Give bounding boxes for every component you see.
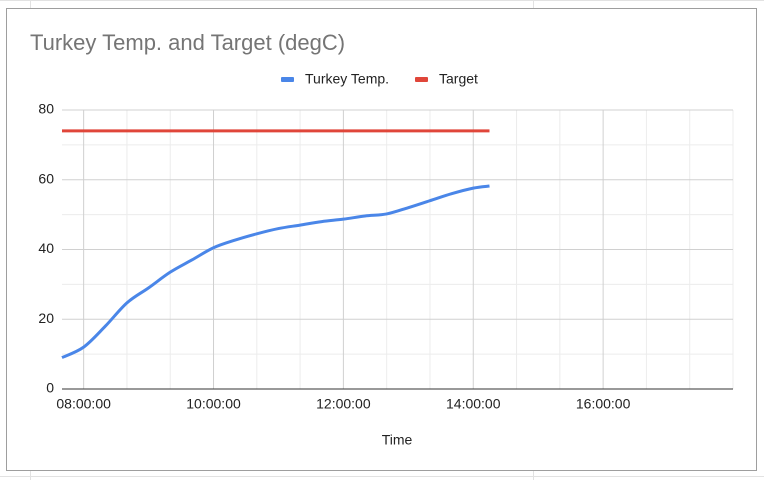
legend-label: Target (439, 71, 478, 87)
x-tick-label: 12:00:00 (316, 396, 371, 412)
y-tick-label: 0 (46, 380, 54, 396)
x-tick-label: 10:00:00 (186, 396, 241, 412)
legend-label: Turkey Temp. (305, 71, 389, 87)
series-line (61, 184, 490, 359)
x-tick-label: 08:00:00 (56, 396, 111, 412)
x-tick-label: 14:00:00 (446, 396, 501, 412)
y-tick-label: 60 (38, 170, 54, 186)
y-tick-label: 40 (38, 240, 54, 256)
chart-title: Turkey Temp. and Target (degC) (30, 30, 345, 55)
x-axis-title: Time (382, 432, 413, 448)
legend-swatch (281, 77, 294, 82)
y-tick-label: 20 (38, 310, 54, 326)
legend-swatch (415, 77, 428, 82)
x-tick-label: 16:00:00 (576, 396, 631, 412)
y-tick-label: 80 (38, 101, 54, 117)
chart-frame (6, 8, 757, 471)
